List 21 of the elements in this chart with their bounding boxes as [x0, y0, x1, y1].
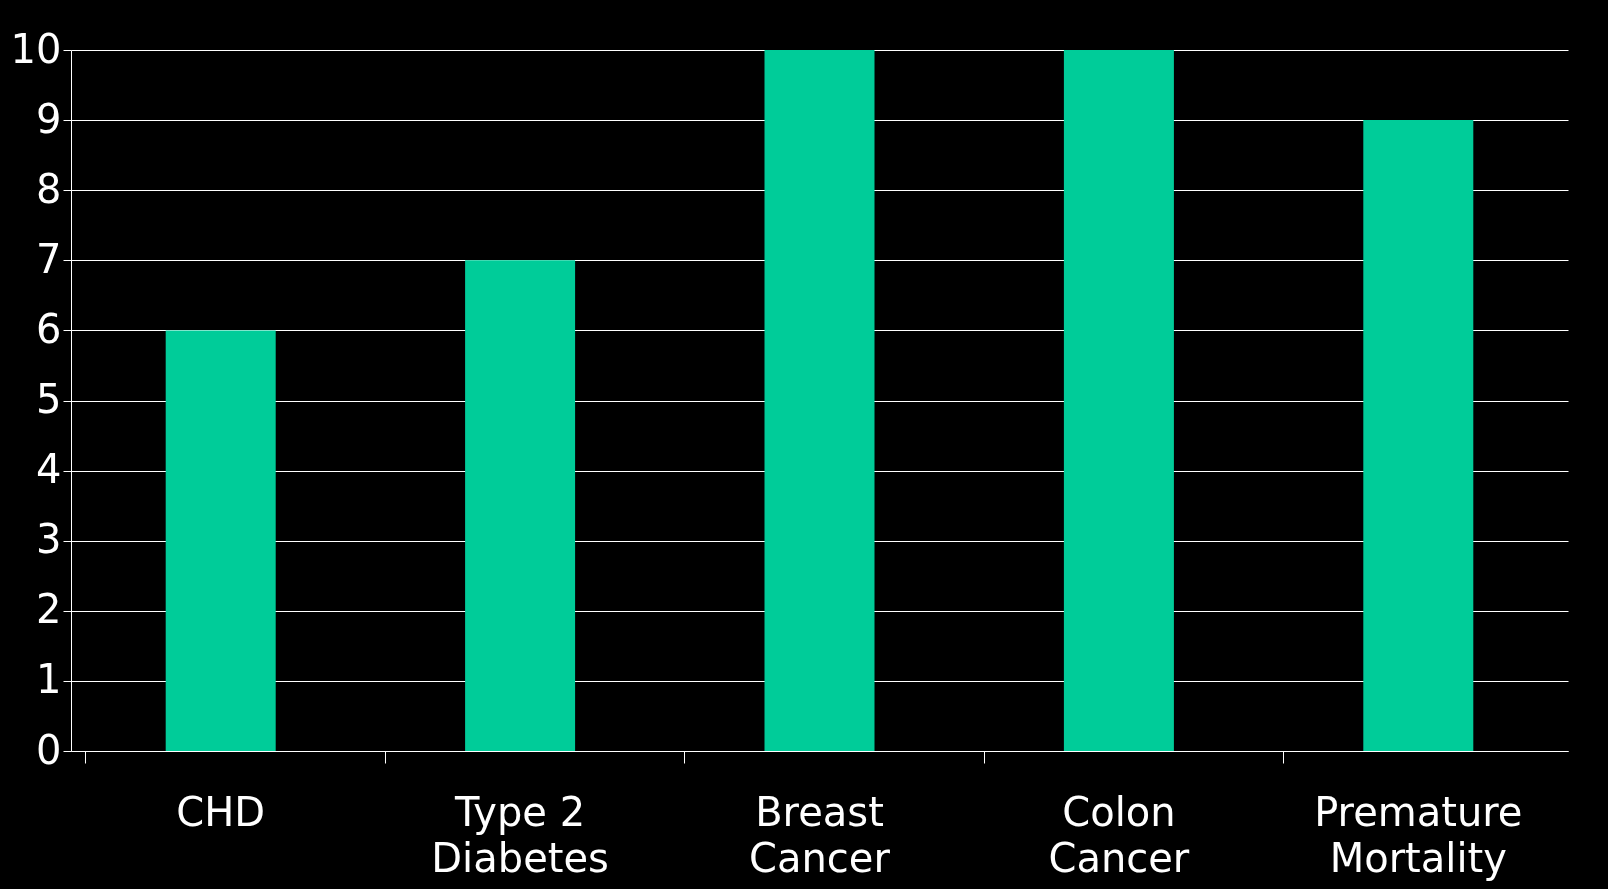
- y-tick-label: 0: [36, 726, 62, 773]
- y-tick-label: 9: [36, 95, 62, 142]
- y-tick-label: 3: [36, 516, 62, 563]
- y-tick-label: 8: [36, 165, 62, 212]
- x-tick-label: Type 2 Diabetes: [431, 788, 609, 881]
- bar: [165, 330, 276, 751]
- bar: [764, 50, 875, 751]
- y-tick-label: 5: [36, 376, 62, 422]
- y-tick-label: 4: [36, 446, 62, 493]
- y-tick-label: 7: [36, 235, 62, 282]
- x-tick-label: CHD: [176, 788, 266, 835]
- bar: [1363, 120, 1474, 751]
- bar: [465, 260, 576, 751]
- y-tick-label: 6: [36, 305, 62, 352]
- y-tick-label: 1: [36, 656, 62, 703]
- y-tick-label: 10: [10, 25, 62, 72]
- y-tick-label: 2: [36, 586, 62, 633]
- x-tick-label: Colon Cancer: [1048, 788, 1190, 881]
- x-tick-label: Premature Mortality: [1314, 788, 1523, 881]
- bar: [1063, 50, 1174, 751]
- x-tick-label: Breast Cancer: [749, 788, 891, 881]
